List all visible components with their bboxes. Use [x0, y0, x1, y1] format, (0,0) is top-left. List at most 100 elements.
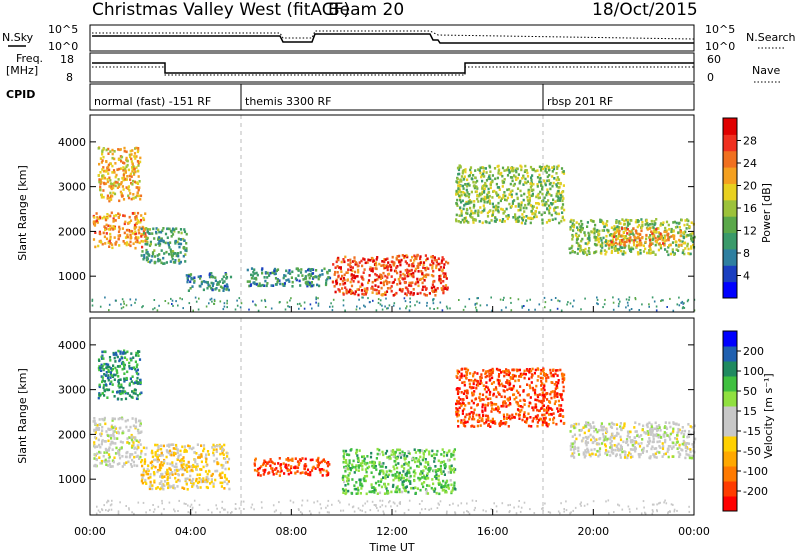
data-cell: [365, 289, 368, 293]
data-cell: [550, 213, 553, 217]
data-cell: [406, 478, 409, 481]
data-cell: [98, 443, 101, 447]
data-cell: [404, 479, 407, 482]
data-cell: [140, 430, 143, 434]
data-cell: [422, 285, 425, 289]
data-cell: [169, 485, 172, 489]
data-cell: [104, 447, 107, 451]
data-cell: [511, 377, 515, 380]
data-cell: [531, 367, 534, 371]
data-cell: [550, 194, 553, 197]
data-cell: [347, 259, 350, 262]
data-cell: [545, 379, 548, 383]
data-cell: [419, 449, 422, 452]
data-cell: [461, 218, 464, 222]
data-cell: [342, 449, 345, 453]
data-cell: [482, 204, 485, 207]
data-cell: [507, 166, 510, 169]
data-cell: [424, 461, 427, 464]
data-cell: [529, 204, 532, 207]
data-cell: [535, 202, 538, 205]
data-cell: [343, 465, 346, 469]
data-cell: [130, 358, 133, 362]
data-cell: [479, 424, 482, 427]
data-cell: [549, 368, 552, 372]
data-cell: [556, 374, 559, 377]
data-cell: [142, 473, 145, 477]
data-cell: [649, 234, 652, 237]
data-cell: [98, 423, 101, 426]
data-cell: [458, 188, 461, 191]
data-cell: [586, 225, 589, 228]
data-cell: [433, 490, 436, 493]
noise-cell: [141, 306, 143, 309]
data-cell: [443, 275, 446, 278]
data-cell: [113, 236, 116, 239]
data-cell: [514, 379, 517, 383]
data-cell: [623, 219, 626, 223]
data-cell: [525, 215, 528, 218]
data-cell: [277, 279, 280, 282]
data-cell: [107, 152, 110, 155]
data-cell: [205, 464, 208, 468]
data-cell: [487, 402, 490, 405]
data-cell: [139, 197, 142, 201]
data-cell: [117, 430, 120, 434]
data-cell: [500, 395, 503, 398]
data-cell: [349, 258, 352, 262]
data-cell: [665, 432, 668, 435]
data-cell: [133, 180, 136, 184]
data-cell: [419, 477, 422, 480]
data-cell: [166, 236, 169, 239]
data-cell: [457, 400, 460, 404]
noise-cell: [315, 296, 317, 299]
noise-cell: [270, 307, 273, 310]
data-cell: [109, 150, 112, 153]
data-cell: [557, 189, 560, 193]
data-cell: [347, 467, 350, 471]
data-cell: [96, 216, 99, 219]
data-cell: [644, 247, 647, 251]
data-cell: [424, 458, 427, 461]
data-cell: [160, 466, 163, 470]
data-cell: [658, 237, 661, 240]
data-cell: [486, 374, 489, 378]
data-cell: [593, 227, 596, 230]
data-cell: [284, 463, 287, 467]
data-cell: [131, 232, 134, 235]
data-cell: [259, 474, 262, 477]
data-cell: [472, 184, 475, 188]
data-cell: [492, 388, 496, 391]
data-cell: [175, 462, 178, 466]
noise-cell: [303, 301, 306, 304]
data-cell: [117, 417, 120, 421]
data-cell: [264, 468, 267, 472]
nsky-trace: [92, 33, 694, 44]
data-cell: [468, 415, 471, 419]
data-cell: [631, 232, 634, 235]
data-cell: [142, 471, 145, 474]
data-cell: [469, 201, 472, 204]
data-cell: [482, 369, 485, 372]
data-cell: [199, 486, 202, 489]
data-cell: [629, 230, 633, 234]
data-cell: [407, 291, 410, 294]
data-cell: [644, 223, 647, 226]
data-cell: [393, 467, 396, 471]
data-cell: [264, 271, 267, 274]
data-cell: [104, 383, 107, 386]
data-cell: [107, 165, 110, 169]
data-cell: [554, 217, 557, 221]
data-cell: [176, 458, 179, 461]
data-cell: [524, 420, 527, 423]
noise-cell: [638, 309, 640, 311]
data-cell: [527, 203, 530, 206]
data-cell: [117, 384, 120, 388]
data-cell: [668, 228, 671, 231]
data-cell: [103, 440, 106, 443]
noise-cell: [386, 307, 388, 310]
data-cell: [495, 395, 498, 399]
data-cell: [138, 180, 141, 183]
data-cell: [112, 217, 115, 220]
data-cell: [412, 470, 415, 474]
